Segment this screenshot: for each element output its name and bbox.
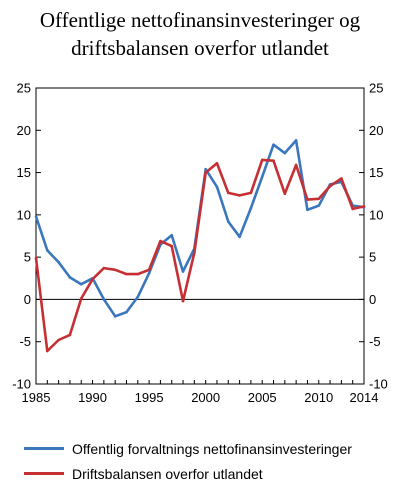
data-point-series-1	[294, 139, 298, 142]
data-point-series-2	[238, 194, 241, 197]
data-point-series-1	[283, 151, 287, 155]
y-tick-label-right: 25	[369, 81, 383, 96]
y-tick-label-right: 15	[369, 165, 383, 180]
data-point-series-1	[102, 298, 106, 301]
chart-title-line-1: Offentlige nettofinansinvesteringer og	[39, 8, 361, 32]
y-tick-label-right: 5	[369, 250, 376, 265]
data-point-series-1	[249, 206, 253, 210]
x-tick-label: 1990	[78, 390, 107, 405]
data-point-series-1	[272, 143, 275, 146]
y-tick-label-right: 10	[369, 207, 383, 222]
x-tick-label: 2000	[191, 390, 220, 405]
x-tick-label: 1985	[22, 390, 51, 405]
data-point-series-2	[283, 192, 287, 196]
chart-title: Offentlige nettofinansinvesteringer og d…	[0, 6, 400, 62]
data-point-series-2	[159, 239, 162, 243]
data-point-series-2	[226, 191, 230, 195]
data-point-series-2	[306, 198, 309, 201]
legend-label-series-1: Offentlig forvaltnings nettofinansinvest…	[72, 440, 352, 457]
data-point-series-2	[193, 251, 196, 255]
y-tick-label-left: 25	[17, 81, 31, 96]
y-tick-label-left: 5	[24, 250, 31, 265]
legend: Offentlig forvaltnings nettofinansinvest…	[24, 436, 394, 486]
x-tick-label: 2005	[248, 390, 277, 405]
x-tick-label: 2010	[304, 390, 333, 405]
data-point-series-2	[249, 191, 253, 195]
data-point-series-1	[226, 220, 230, 223]
y-tick-label-left: 15	[17, 165, 31, 180]
data-point-series-1	[260, 175, 264, 179]
data-point-series-1	[306, 208, 309, 212]
data-point-series-2	[204, 171, 207, 174]
data-point-series-2	[102, 266, 106, 270]
data-point-series-2	[34, 256, 38, 260]
data-point-series-1	[317, 204, 321, 207]
data-point-series-2	[362, 205, 366, 208]
data-point-series-1	[181, 270, 185, 273]
y-tick-label-right: -5	[369, 334, 381, 349]
data-point-series-2	[294, 163, 298, 167]
data-point-series-1	[34, 215, 38, 218]
data-point-series-2	[328, 184, 332, 188]
data-point-series-1	[147, 271, 151, 275]
data-point-series-2	[317, 197, 321, 201]
legend-item-series-2: Driftsbalansen overfor utlandet	[24, 461, 394, 486]
data-point-series-2	[46, 349, 49, 353]
data-point-series-1	[79, 282, 83, 286]
data-point-series-1	[136, 295, 140, 299]
data-point-series-1	[68, 276, 72, 279]
legend-label-series-2: Driftsbalansen overfor utlandet	[72, 465, 263, 482]
data-point-series-2	[91, 277, 94, 281]
x-tick-label: 1995	[135, 390, 164, 405]
series-line-2	[34, 158, 365, 353]
y-tick-label-left: -5	[19, 334, 31, 349]
data-point-series-1	[113, 315, 117, 318]
line-chart: -10 -10 -5 -5 0 0 5 5 10 10 15 15 20 20 25 25 1985 1990 19…	[12, 81, 388, 406]
y-tick-label-right: -10	[369, 377, 388, 392]
data-point-series-1	[238, 235, 241, 239]
data-point-series-1	[125, 310, 128, 314]
data-point-series-2	[170, 244, 174, 248]
data-point-series-2	[68, 333, 72, 337]
y-tick-label-left: -10	[12, 377, 31, 392]
plot-frame	[35, 87, 365, 385]
data-point-series-2	[272, 159, 275, 163]
data-point-series-2	[79, 297, 83, 300]
data-point-series-2	[260, 158, 264, 162]
data-point-series-2	[125, 272, 128, 276]
data-point-series-2	[181, 299, 185, 303]
data-point-series-2	[351, 207, 354, 211]
y-tick-label-left: 10	[17, 207, 31, 222]
data-point-series-2	[215, 161, 219, 165]
data-point-series-2	[57, 338, 60, 342]
chart-title-line-2: driftsbalansen overfor utlandet	[71, 36, 329, 60]
y-tick-label-left: 20	[17, 123, 31, 138]
y-tick-label-right: 0	[369, 292, 376, 307]
data-point-series-1	[215, 185, 219, 189]
data-point-series-1	[204, 167, 207, 171]
data-point-series-1	[170, 233, 174, 237]
data-point-series-1	[46, 249, 49, 252]
legend-item-series-1: Offentlig forvaltnings nettofinansinvest…	[24, 436, 394, 461]
y-tick-label-right: 20	[369, 123, 383, 138]
data-point-series-2	[147, 268, 151, 272]
legend-swatch-series-2	[24, 472, 64, 475]
data-point-series-1	[57, 260, 60, 264]
data-point-series-2	[113, 268, 117, 272]
data-point-series-2	[136, 272, 140, 276]
data-point-series-2	[340, 177, 343, 180]
y-tick-label-left: 0	[24, 292, 31, 307]
legend-swatch-series-1	[24, 447, 64, 450]
x-tick-label: 2014	[350, 390, 379, 405]
